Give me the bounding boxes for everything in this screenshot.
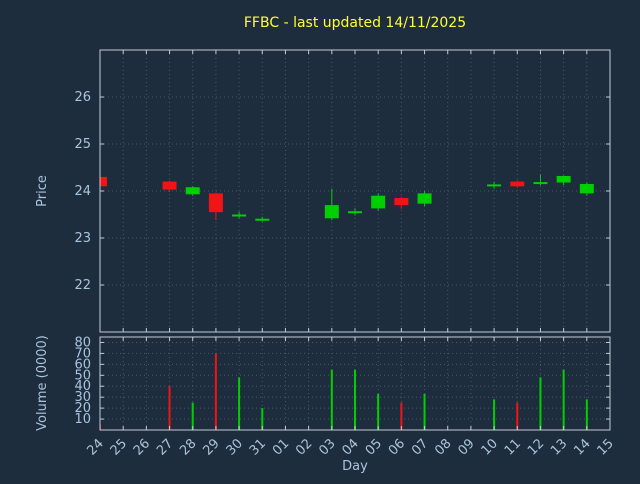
price-tick-label: 25 bbox=[74, 137, 91, 152]
price-tick-label: 22 bbox=[74, 278, 91, 293]
candle-body bbox=[185, 187, 200, 195]
volume-tick-label: 30 bbox=[74, 390, 91, 405]
volume-tick-label: 50 bbox=[74, 368, 91, 383]
volume-tick-label: 20 bbox=[74, 401, 91, 416]
candle-body bbox=[394, 198, 409, 206]
axes bbox=[99, 49, 611, 431]
candle-body bbox=[533, 182, 548, 185]
x-axis-label: Day bbox=[342, 459, 368, 474]
price-axis-label: Price bbox=[35, 175, 50, 207]
price-tick-label: 24 bbox=[74, 184, 91, 199]
volume-bars bbox=[100, 353, 588, 430]
price-tick-label: 23 bbox=[74, 231, 91, 246]
candle-body bbox=[371, 195, 386, 209]
candle-body bbox=[579, 183, 594, 194]
candle-body bbox=[417, 193, 432, 204]
candle-body bbox=[255, 218, 270, 221]
candle-body bbox=[208, 193, 223, 213]
candle-body bbox=[556, 175, 571, 183]
candle-body bbox=[162, 181, 177, 190]
volume-tick-label: 40 bbox=[74, 379, 91, 394]
candle-body bbox=[232, 214, 247, 217]
chart-title: FFBC - last updated 14/11/2025 bbox=[244, 15, 466, 31]
volume-tick-label: 60 bbox=[74, 357, 91, 372]
volume-tick-label: 70 bbox=[74, 346, 91, 361]
candle-body bbox=[100, 176, 107, 187]
candle-body bbox=[348, 211, 362, 214]
grid-lines bbox=[99, 50, 611, 430]
volume-tick-label: 80 bbox=[74, 335, 91, 350]
candle-body bbox=[324, 205, 339, 219]
volume-tick-label: 10 bbox=[74, 412, 91, 427]
candle-body bbox=[487, 184, 502, 187]
price-tick-label: 26 bbox=[74, 90, 91, 105]
candlesticks bbox=[100, 174, 594, 222]
volume-axis-label: Volume (0000) bbox=[35, 335, 50, 431]
candle-body bbox=[510, 181, 525, 187]
